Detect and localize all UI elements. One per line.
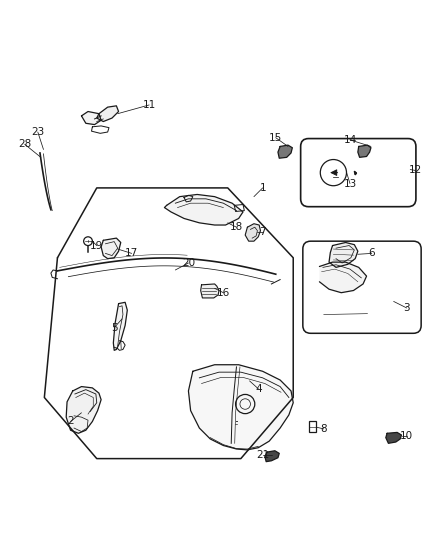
Text: 28: 28 — [18, 139, 32, 149]
Bar — [308, 421, 316, 432]
Text: 16: 16 — [217, 288, 230, 298]
Text: 14: 14 — [343, 135, 357, 145]
Text: 2: 2 — [67, 416, 74, 426]
Text: 10: 10 — [400, 431, 413, 441]
Text: 18: 18 — [230, 222, 243, 232]
Polygon shape — [354, 171, 357, 175]
Text: 19: 19 — [90, 240, 103, 251]
Polygon shape — [358, 145, 371, 157]
Polygon shape — [66, 386, 101, 433]
Polygon shape — [97, 106, 119, 122]
Text: 20: 20 — [182, 258, 195, 268]
Polygon shape — [386, 432, 402, 443]
Text: 7: 7 — [259, 227, 266, 237]
Polygon shape — [319, 262, 367, 293]
Text: 5: 5 — [111, 322, 117, 333]
Text: 21: 21 — [256, 450, 269, 460]
Polygon shape — [101, 238, 121, 259]
Text: 15: 15 — [269, 133, 283, 143]
Text: 17: 17 — [125, 248, 138, 259]
Text: 3: 3 — [403, 303, 410, 313]
Polygon shape — [265, 451, 279, 462]
Text: 11: 11 — [142, 100, 156, 110]
Polygon shape — [81, 111, 101, 125]
Text: 13: 13 — [343, 179, 357, 189]
Polygon shape — [188, 365, 293, 450]
Polygon shape — [164, 195, 243, 225]
Text: 23: 23 — [31, 127, 44, 137]
Polygon shape — [278, 145, 292, 158]
Polygon shape — [245, 224, 261, 241]
Text: 4: 4 — [255, 384, 261, 394]
Polygon shape — [113, 302, 127, 350]
Polygon shape — [201, 284, 219, 298]
Text: 12: 12 — [409, 165, 422, 175]
Text: 8: 8 — [321, 424, 327, 434]
Text: 6: 6 — [368, 248, 375, 259]
Polygon shape — [329, 243, 358, 268]
Text: 1: 1 — [259, 183, 266, 193]
